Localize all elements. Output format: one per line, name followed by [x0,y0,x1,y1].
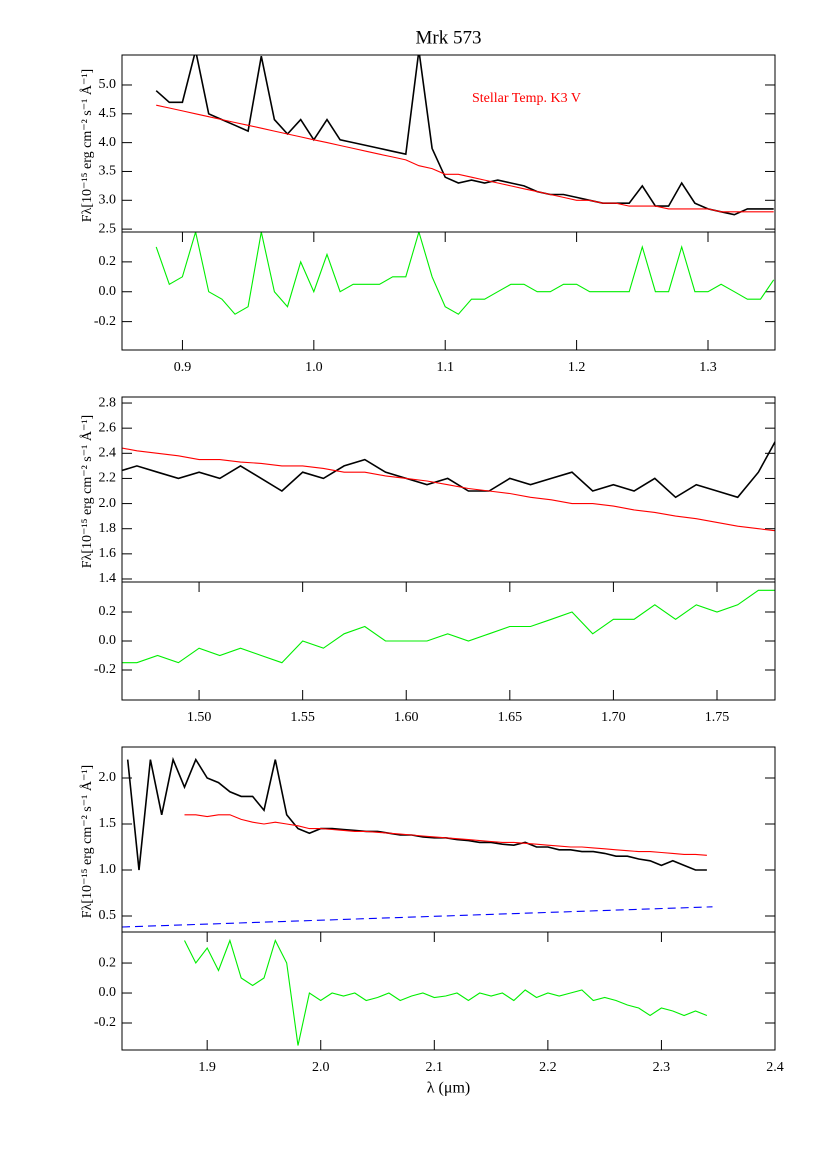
y-tick-label: 2.8 [99,395,117,410]
y-tick-label: 1.6 [99,546,117,561]
series-line [122,589,775,664]
y-tick-label: 3.5 [99,164,117,179]
x-tick-label: 2.4 [766,1060,784,1075]
series-line [122,906,713,928]
y-tick-label: 2.2 [99,471,117,486]
x-tick-label: 1.60 [394,710,419,725]
y-tick-label: 0.2 [99,604,117,619]
y-tick-label: 2.4 [99,446,117,461]
y-tick-label: 3.0 [99,193,117,208]
series-line [126,756,707,871]
x-tick-label: 1.55 [290,710,315,725]
series-line [156,104,774,213]
x-tick-label: 1.1 [436,360,454,375]
series-line [122,447,775,532]
x-tick-label: 0.9 [174,360,192,375]
y-tick-label: 0.0 [99,284,117,299]
y-tick-label: 1.0 [99,862,117,877]
y-tick-label: 0.2 [99,955,117,970]
chart-title: Mrk 573 [416,27,482,48]
y-tick-label: 2.0 [99,770,117,785]
x-tick-label: 2.1 [426,1060,444,1075]
y-tick-label: 0.2 [99,254,117,269]
y-tick-label: 5.0 [99,77,117,92]
y-tick-label: 0.5 [99,908,117,923]
y-axis-label: Fλ[10⁻¹⁵ erg cm⁻² s⁻¹ Å⁻¹] [79,765,95,918]
y-tick-label: 1.8 [99,521,117,536]
y-tick-label: 1.4 [99,571,117,586]
series-line [122,440,775,499]
x-tick-label: 1.3 [699,360,717,375]
y-tick-label: 4.0 [99,135,117,150]
axes-frame [121,931,776,1051]
y-axis-label: Fλ[10⁻¹⁵ erg cm⁻² s⁻¹ Å⁻¹] [79,415,95,568]
axes-frame [121,581,776,701]
y-tick-label: -0.2 [94,662,116,677]
y-tick-label: 1.5 [99,816,117,831]
x-tick-label: 1.65 [498,710,523,725]
x-tick-label: 2.2 [539,1060,557,1075]
axes-frame [121,746,776,933]
y-tick-label: 2.0 [99,496,117,511]
series-line [155,232,775,315]
y-tick-label: 0.0 [99,985,117,1000]
x-tick-label: 1.2 [568,360,586,375]
series-line [155,55,774,216]
x-axis-label: λ (μm) [427,1080,470,1097]
series-line [184,814,707,856]
x-tick-label: 1.75 [705,710,730,725]
axes-frame [121,54,776,233]
x-tick-label: 1.50 [187,710,212,725]
x-tick-label: 2.3 [653,1060,671,1075]
y-tick-label: 0.0 [99,633,117,648]
y-tick-label: -0.2 [94,1015,116,1030]
axes-frame [121,396,776,583]
x-tick-label: 1.70 [601,710,626,725]
y-tick-label: 2.5 [99,221,117,236]
y-tick-label: 2.6 [99,420,117,435]
y-tick-label: -0.2 [94,314,116,329]
x-tick-label: 1.9 [198,1060,216,1075]
series-label: Stellar Temp. K3 V [472,91,581,106]
y-axis-label: Fλ[10⁻¹⁵ erg cm⁻² s⁻¹ Å⁻¹] [79,69,95,222]
series-line [184,938,708,1046]
x-tick-label: 2.0 [312,1060,330,1075]
axes-frame [121,231,776,351]
x-tick-label: 1.0 [305,360,323,375]
y-tick-label: 4.5 [99,106,117,121]
